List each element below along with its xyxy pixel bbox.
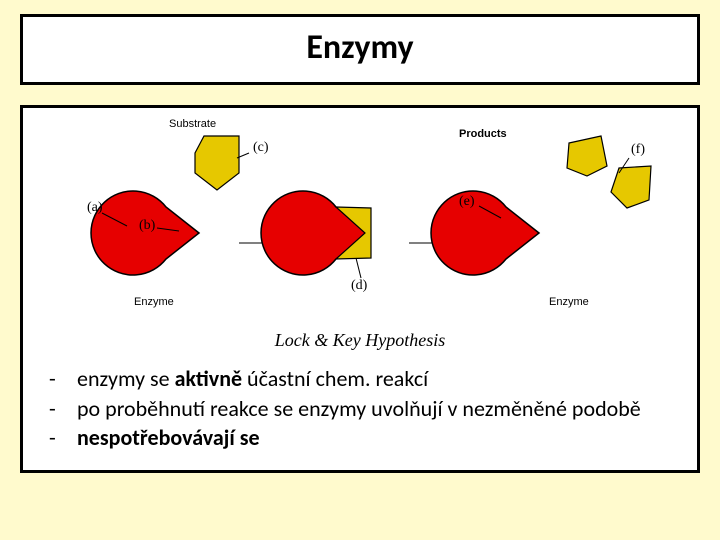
product-shape-2 (611, 166, 651, 208)
label-a: (a) (87, 200, 103, 216)
label-enzyme-1: Enzyme (134, 296, 174, 308)
product-shape-1 (567, 136, 607, 176)
bullet-3-text: nespotřebovávají se (77, 424, 681, 452)
label-enzyme-2: Enzyme (549, 296, 589, 308)
bullet-3: - nespotřebovávají se (49, 424, 681, 452)
bullet-2: - po proběhnutí reakce se enzymy uvolňuj… (49, 395, 681, 423)
label-c: (c) (253, 140, 269, 156)
diagram-caption: Lock & Key Hypothesis (39, 330, 681, 351)
bullet-1-text: enzymy se aktivně účastní chem. reakcí (77, 365, 681, 393)
content-box: Substrate Products Enzyme Enzyme (a) (b)… (20, 105, 700, 473)
bullet-dash: - (49, 365, 77, 393)
label-products: Products (459, 128, 507, 140)
substrate-shape (195, 136, 239, 190)
bullet-1-part-c: účastní chem. reakcí (242, 365, 428, 392)
leader-d (356, 258, 361, 278)
bullet-dash: - (49, 424, 77, 452)
bullet-1-bold: aktivně (175, 365, 242, 392)
enzyme-shape-3 (431, 191, 539, 275)
title-box: Enzymy (20, 14, 700, 85)
label-e: (e) (459, 194, 475, 210)
label-f: (f) (631, 142, 645, 158)
enzyme-shape-2 (261, 191, 369, 275)
bullet-dash: - (49, 395, 77, 423)
bullet-list: - enzymy se aktivně účastní chem. reakcí… (39, 365, 681, 452)
bullet-1: - enzymy se aktivně účastní chem. reakcí (49, 365, 681, 393)
bullet-1-part-a: enzymy se (77, 365, 175, 392)
page-title: Enzymy (23, 27, 697, 68)
enzyme-diagram: Substrate Products Enzyme Enzyme (a) (b)… (39, 118, 681, 328)
label-b: (b) (139, 218, 155, 234)
label-substrate: Substrate (169, 118, 216, 130)
label-d: (d) (351, 278, 367, 294)
bullet-2-text: po proběhnutí reakce se enzymy uvolňují … (77, 395, 681, 423)
bullet-3-bold: nespotřebovávají se (77, 424, 260, 451)
